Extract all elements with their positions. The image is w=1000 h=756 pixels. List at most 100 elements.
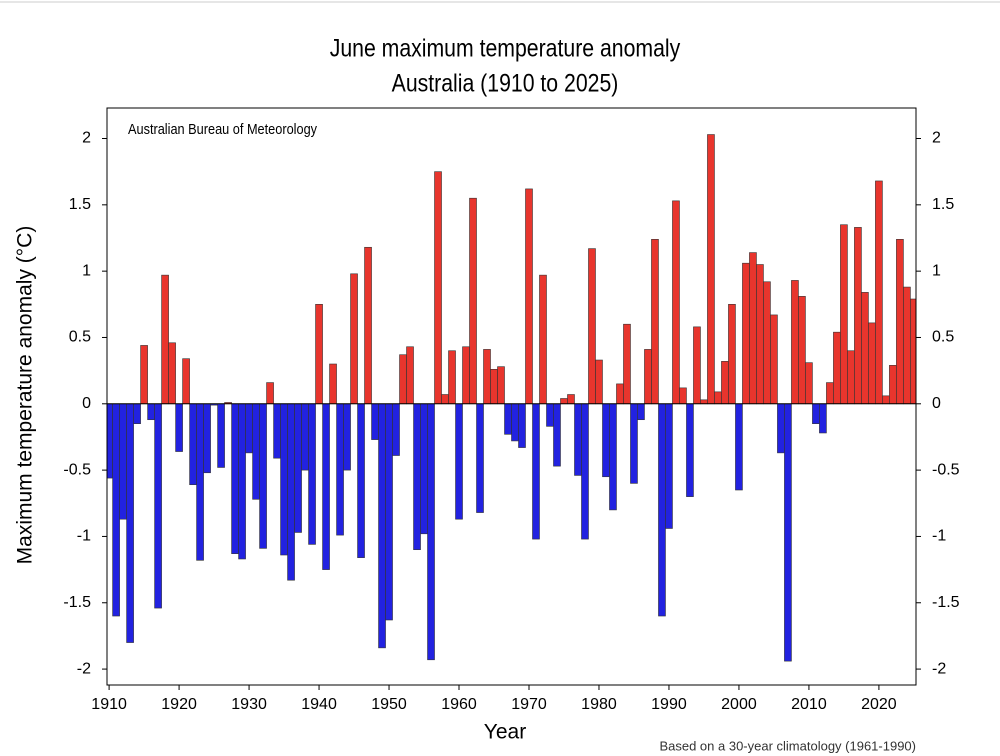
y-tick-label: 2 <box>82 130 91 147</box>
y-tick-label: -0.5 <box>63 461 91 478</box>
bar <box>854 227 862 405</box>
bar <box>371 403 379 440</box>
bar <box>595 359 603 405</box>
bar <box>588 248 596 405</box>
bar <box>161 274 169 405</box>
bar <box>903 286 911 405</box>
bar <box>238 403 246 560</box>
bar <box>686 403 694 497</box>
bar <box>406 346 414 405</box>
y-tick-label: 0 <box>82 395 91 412</box>
bar <box>364 246 372 405</box>
bar <box>329 363 337 405</box>
bar <box>637 403 645 421</box>
bar <box>553 403 561 467</box>
bar <box>525 188 533 405</box>
bar <box>868 322 876 405</box>
bar <box>119 403 127 520</box>
bar <box>504 403 512 435</box>
bar <box>861 292 869 405</box>
y-tick-label: 1 <box>82 262 91 279</box>
bar <box>546 403 554 427</box>
bar <box>777 403 785 454</box>
x-tick-label: 1980 <box>581 696 617 713</box>
bar <box>791 280 799 405</box>
bar <box>658 403 666 617</box>
bar <box>126 403 134 643</box>
y-tick-label: 1.5 <box>69 196 91 213</box>
bar <box>665 403 673 529</box>
y2-tick-label: 2 <box>932 130 941 147</box>
bar <box>623 323 631 405</box>
chart-subtitle: Australia (1910 to 2025) <box>392 69 619 97</box>
bar <box>196 403 204 561</box>
bar <box>756 264 764 405</box>
bar <box>469 197 477 405</box>
bar <box>490 369 498 405</box>
y-tick-label: 0.5 <box>69 329 91 346</box>
bar <box>700 399 708 405</box>
bar <box>616 383 624 405</box>
bar <box>672 200 680 405</box>
bar <box>203 403 211 474</box>
bar <box>245 403 253 454</box>
bar <box>532 403 540 540</box>
bar <box>280 403 288 556</box>
bar <box>511 403 519 442</box>
x-tick-label: 1940 <box>301 696 337 713</box>
y2-tick-label: -1.5 <box>932 594 960 611</box>
bar <box>567 394 575 405</box>
bar <box>875 180 883 405</box>
bar <box>106 403 113 479</box>
bar <box>147 403 155 421</box>
y2-tick-label: 1 <box>932 262 941 279</box>
bar <box>350 273 358 405</box>
y-axis-label: Maximum temperature anomaly (°C) <box>14 226 37 565</box>
bar <box>812 403 820 424</box>
x-tick-label: 2020 <box>861 696 897 713</box>
bar <box>763 281 771 405</box>
bar <box>154 403 162 609</box>
bar <box>910 298 917 405</box>
x-tick-label: 1960 <box>441 696 477 713</box>
footnote: Based on a 30-year climatology (1961-199… <box>659 738 916 753</box>
bar <box>294 403 302 533</box>
y2-tick-label: 0 <box>932 395 941 412</box>
bar <box>539 274 547 405</box>
bar <box>434 171 442 405</box>
x-tick-label: 2010 <box>791 696 827 713</box>
y2-tick-label: 0.5 <box>932 329 954 346</box>
y-tick-label: -2 <box>77 660 91 677</box>
bar <box>497 366 505 405</box>
x-tick-label: 1920 <box>161 696 197 713</box>
bar <box>693 326 701 405</box>
bar <box>805 362 813 405</box>
bar <box>336 403 344 536</box>
bar <box>784 403 792 662</box>
y-tick-label: -1.5 <box>63 594 91 611</box>
x-axis-label: Year <box>484 721 526 744</box>
bar <box>651 239 659 405</box>
bar <box>301 403 309 471</box>
bar <box>833 331 841 405</box>
annotation: Australian Bureau of Meteorology <box>128 120 317 137</box>
y2-tick-label: 1.5 <box>932 196 954 213</box>
bar <box>462 346 470 405</box>
bar <box>679 387 687 405</box>
bar <box>385 403 393 621</box>
bar <box>847 350 855 405</box>
bar <box>140 345 148 405</box>
bar <box>770 314 778 405</box>
bar <box>308 403 316 545</box>
bar <box>483 349 491 405</box>
bar <box>749 252 757 405</box>
bar <box>714 391 722 405</box>
y2-tick-label: -1 <box>932 528 946 545</box>
bar <box>728 304 736 405</box>
bar <box>322 403 330 570</box>
bar <box>413 403 421 551</box>
bar <box>644 349 652 405</box>
x-tick-label: 1950 <box>371 696 407 713</box>
bar <box>609 403 617 511</box>
